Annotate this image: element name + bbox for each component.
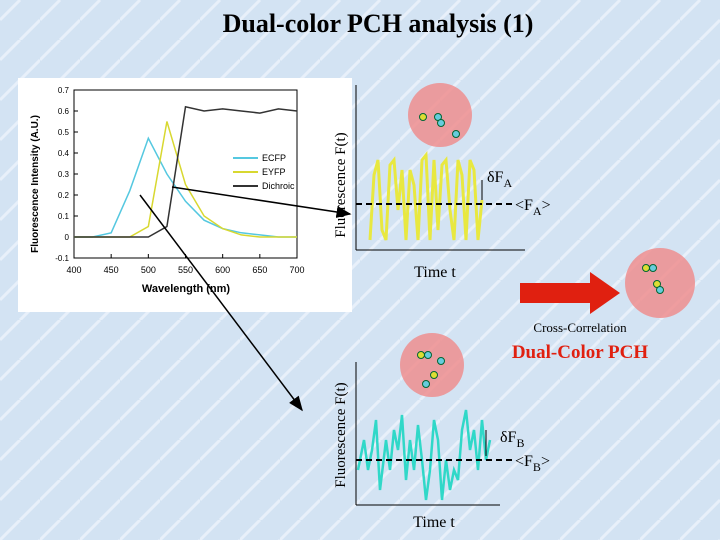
mean-open: <F xyxy=(515,453,533,470)
mean-close: > xyxy=(541,453,550,470)
y-tick-label: 0.2 xyxy=(58,191,70,200)
cross-label: Cross-Correlation xyxy=(533,320,627,335)
x-tick-label: 400 xyxy=(66,265,81,275)
y-tick-label: 0.7 xyxy=(58,86,70,95)
delta-label: δFA xyxy=(487,169,512,190)
slide-title: Dual-color PCH analysis (1) xyxy=(223,9,534,38)
x-axis-label: Wavelength (nm) xyxy=(142,283,231,295)
arrow xyxy=(520,272,620,314)
volume xyxy=(400,333,464,397)
mean-open: <F xyxy=(515,197,533,214)
mean-close: > xyxy=(542,197,551,214)
x-tick-label: 700 xyxy=(289,265,304,275)
time-label: Time t xyxy=(414,264,456,281)
y-tick-label: 0.6 xyxy=(58,107,70,116)
delta: δF xyxy=(487,169,504,186)
axis-label: Fluorescence F(t) xyxy=(333,132,349,237)
y-axis-label: Fluorescence Intensity (A.U.) xyxy=(30,115,41,253)
signal-trace xyxy=(356,409,492,501)
x-tick-label: 650 xyxy=(252,265,267,275)
signal-trace xyxy=(368,150,484,241)
x-tick-label: 550 xyxy=(178,265,193,275)
mean-sub: A xyxy=(533,204,542,218)
y-tick-label: 0.5 xyxy=(58,128,70,137)
y-tick-label: 0 xyxy=(65,233,70,242)
volume xyxy=(625,248,695,318)
volume xyxy=(408,83,472,147)
legend-label: EYFP xyxy=(262,167,286,177)
y-tick-label: -0.1 xyxy=(55,254,69,263)
mean-label: <FB> xyxy=(515,453,550,474)
delta: δF xyxy=(500,429,517,446)
delta-sub: A xyxy=(503,176,512,190)
y-tick-label: 0.3 xyxy=(58,170,70,179)
delta-sub: B xyxy=(516,436,524,450)
legend-label: ECFP xyxy=(262,153,286,163)
pointer xyxy=(171,186,352,218)
axis-label: Fluorescence F(t) xyxy=(333,382,349,487)
x-tick-label: 450 xyxy=(104,265,119,275)
series-line xyxy=(74,105,298,238)
mean-sub: B xyxy=(533,460,541,474)
spectrum-chart: Fluorescence Intensity (A.U.) Wavelength… xyxy=(18,78,352,312)
x-tick-label: 500 xyxy=(141,265,156,275)
delta-label: δFB xyxy=(500,429,524,450)
cross-title: Dual-Color PCH xyxy=(512,342,649,363)
mean-label: <FA> xyxy=(515,197,551,218)
pointer xyxy=(139,194,303,412)
series-line xyxy=(74,136,297,238)
x-tick-label: 600 xyxy=(215,265,230,275)
legend-label: Dichroic xyxy=(262,181,295,191)
time-label: Time t xyxy=(413,514,455,531)
y-tick-label: 0.4 xyxy=(58,149,70,158)
y-tick-label: 0.1 xyxy=(58,212,70,221)
